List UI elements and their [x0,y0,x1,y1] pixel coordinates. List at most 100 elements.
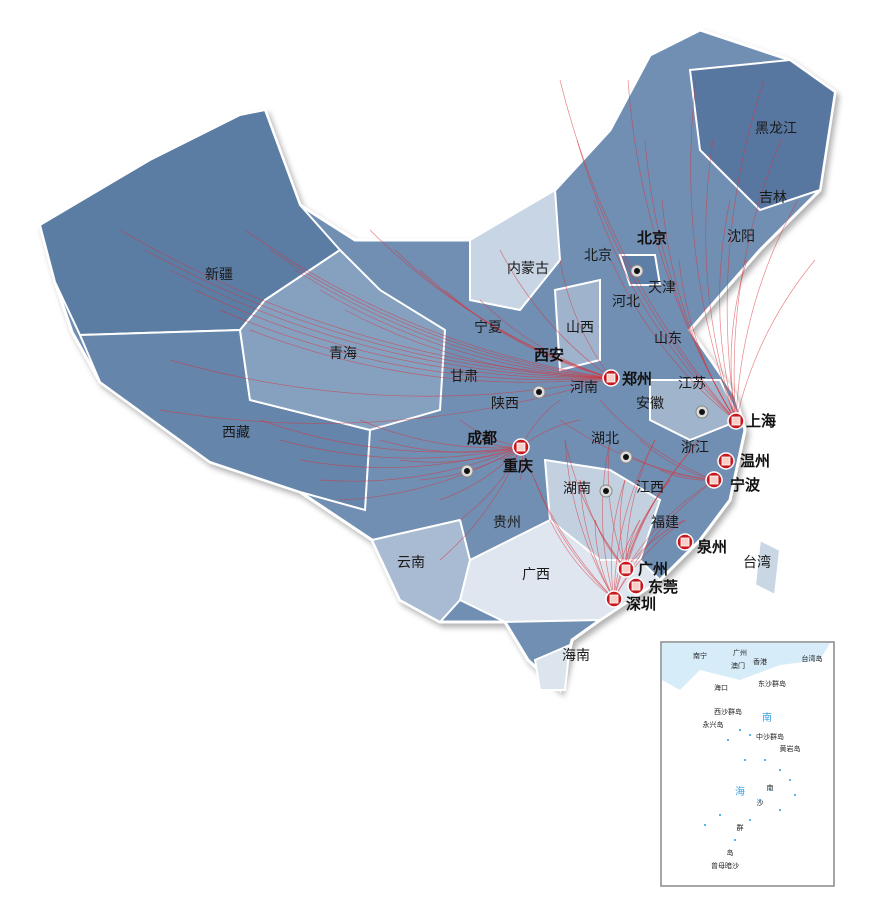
province-taiwan [753,538,782,597]
route-line [394,249,612,379]
island-dot [794,794,796,796]
hub-label: 东莞 [648,578,678,596]
inset-label: 中沙群岛 [756,732,784,741]
route-line [459,446,522,521]
hub-marker-glyph [721,456,731,466]
route-line [610,479,626,600]
inset-label: 广州 [733,648,747,657]
route-line [439,446,522,501]
inset-label: 香港 [753,657,767,666]
hub-label: 宁波 [730,476,761,494]
route-line [294,269,612,379]
inset-frame [660,641,835,887]
province-label: 新疆 [205,267,233,283]
route-line [419,269,612,379]
route-line [519,439,615,600]
city-dots [460,264,709,498]
island-dot [769,789,771,791]
route-line [444,289,612,379]
island-dot [749,734,751,736]
route-line [344,309,612,379]
route-line [194,289,612,379]
province-label: 湖南 [563,481,591,497]
province-label: 天津 [648,280,676,296]
hub-label: 西安 [534,346,564,364]
route-line [279,439,522,459]
hub-marker-glyph [621,564,631,574]
inset-label: 岛 [727,848,734,857]
inset-label: 曾母暗沙 [711,861,739,870]
inset-label: 台湾岛 [802,654,823,663]
hub-marker-glyph [631,581,641,591]
province-label: 广西 [522,567,550,583]
province-neimenggu [469,188,562,312]
inset-label: 海口 [714,683,728,692]
route-line [625,479,671,570]
inset-label: 南 [762,711,772,724]
province-label: 安徽 [636,396,664,412]
hub-label: 郑州 [622,370,652,388]
province-label: 山西 [566,320,594,336]
hub-marker-glyph [731,416,741,426]
inset-label: 东沙群岛 [758,679,786,688]
route-line [159,377,612,424]
hub-marker-glyph [516,442,526,452]
hub-label: 北京 [637,229,667,247]
route-line [735,199,799,422]
inset-coast [662,643,830,690]
hub-label: 温州 [740,452,770,470]
route-line [625,439,701,570]
route-line [613,479,716,600]
province-label: 山东 [654,331,682,347]
route-line [244,229,612,379]
province-label: 浙江 [681,440,709,456]
province-label: 江苏 [678,376,706,392]
province-label: 陕西 [491,396,519,412]
province-label: 黑龙江 [755,121,797,137]
province-anhui-jiangsu [649,379,742,442]
province-label: 河北 [612,294,640,310]
route-line [439,446,522,561]
route-line [319,289,612,379]
hub-label: 广州 [638,560,668,578]
route-line [726,79,765,422]
route-line [499,249,612,379]
island-dot [719,814,721,816]
island-dot [779,769,781,771]
province-label: 江西 [636,480,664,496]
inset-label: 西沙群岛 [714,707,742,716]
route-line [359,419,522,449]
route-line [613,519,686,600]
route-line [599,399,715,481]
route-line [607,439,627,570]
island-dot [749,819,751,821]
inset-label: 永兴岛 [703,720,724,729]
route-line [319,446,522,482]
inset-label: 黄岩岛 [780,744,801,753]
province-qinghai [238,248,447,432]
route-line [534,479,615,600]
hub-marker-glyph [680,537,690,547]
city-dot-center [536,389,542,395]
city-dot-center [699,409,705,415]
route-line [299,446,522,468]
province-label: 海南 [562,648,590,664]
province-label: 青海 [329,346,357,362]
province-hainan [533,643,572,691]
inset-label: 沙 [757,799,764,807]
province-label: 甘肃 [450,369,478,385]
route-line [169,269,612,379]
island-dot [779,809,781,811]
inset-label: 澳门 [731,661,745,670]
route-line [613,439,656,600]
province-shanxi [553,278,601,372]
city-dot-center [464,468,470,474]
route-line [269,249,612,379]
route-line [399,446,522,463]
route-lines [119,79,816,600]
hub-marker-glyph [609,594,619,604]
hub-label: 深圳 [626,595,656,613]
route-line [733,139,782,422]
